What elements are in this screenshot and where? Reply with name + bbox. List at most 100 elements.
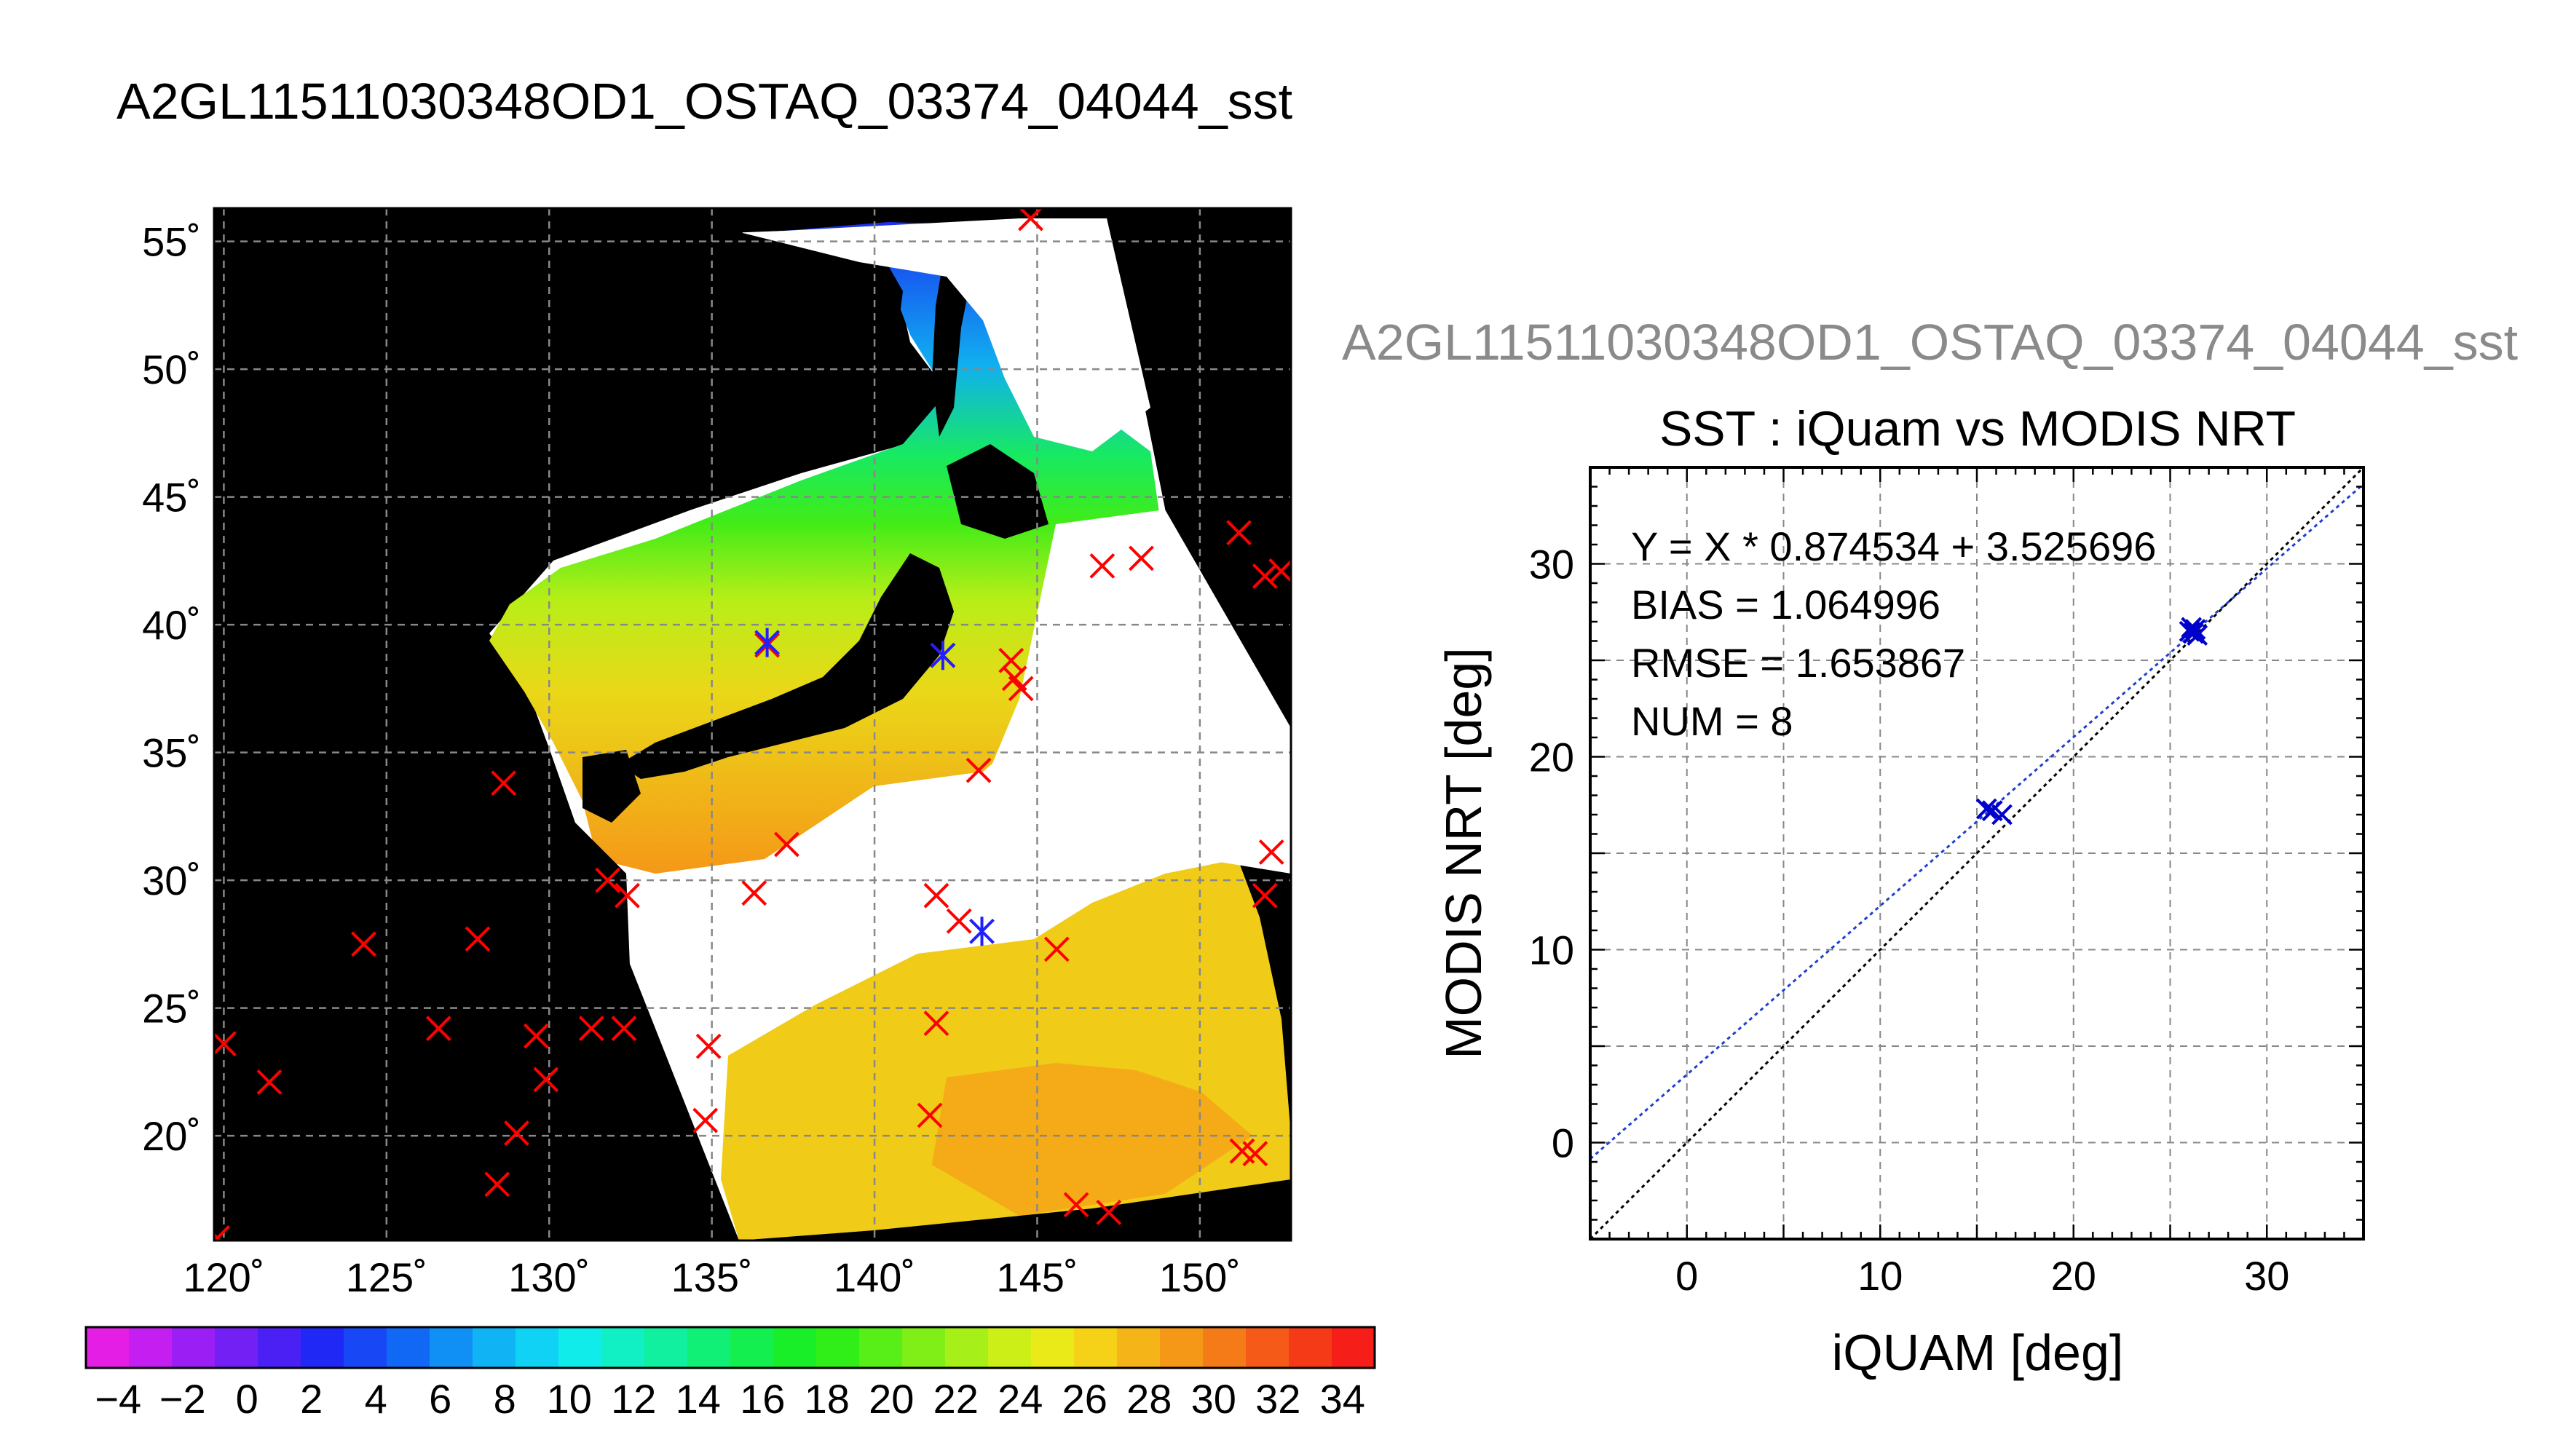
scatter-x-tick-label: 30: [2244, 1253, 2289, 1299]
map-marker-red: [946, 908, 972, 934]
map-marker-red: [1008, 676, 1034, 702]
map-marker-red: [351, 931, 376, 957]
map-marker-red: [1089, 553, 1115, 579]
map-marker-red: [1226, 520, 1252, 546]
map-marker-red: [595, 867, 621, 893]
map-marker-red: [917, 1102, 943, 1128]
scatter-y-axis-label: MODIS NRT [deg]: [1435, 647, 1492, 1059]
scatter-y-tick-label: 30: [1529, 542, 1574, 587]
map-lat-label: 40˚: [142, 602, 201, 648]
colorbar-tick-label: 22: [933, 1376, 979, 1422]
map-lon-label: 140˚: [834, 1254, 915, 1300]
colorbar-segment: [902, 1327, 946, 1368]
colorbar-segment: [1074, 1327, 1118, 1368]
colorbar-segment: [816, 1327, 860, 1368]
map-markers: [214, 208, 1291, 1241]
colorbar-segment: [773, 1327, 817, 1368]
colorbar-tick-label: 16: [740, 1376, 785, 1422]
colorbar-segment: [1031, 1327, 1075, 1368]
colorbar-tick-label: −2: [159, 1376, 206, 1422]
map-marker-red: [611, 1016, 637, 1042]
colorbar-segment: [344, 1327, 387, 1368]
colorbar-segment: [601, 1327, 645, 1368]
scatter-x-tick-label: 20: [2051, 1253, 2096, 1299]
map-lon-label: 145˚: [996, 1254, 1078, 1300]
colorbar-segment: [172, 1327, 216, 1368]
colorbar-segment: [258, 1327, 301, 1368]
page-title: A2GL11511030348OD1_OSTAQ_03374_04044_sst: [117, 73, 1292, 130]
identity-line: [1590, 467, 2364, 1239]
map-lon-label: 125˚: [346, 1254, 427, 1300]
colorbar-segment: [687, 1327, 731, 1368]
sst-colorbar: −4 −2 0 2 4 6 8 10 12 14 16 18 20 22 24 26 28 30 32 34: [84, 1326, 1376, 1422]
map-marker-red: [1063, 1192, 1089, 1218]
sst-field-south-warm: [932, 1063, 1252, 1216]
colorbar-segment: [988, 1327, 1032, 1368]
map-marker-red: [774, 831, 799, 858]
map-gridlines: [214, 208, 1291, 1241]
colorbar-segment: [387, 1327, 430, 1368]
colorbar-segment: [215, 1327, 258, 1368]
map-lat-label: 55˚: [142, 219, 201, 265]
map-longitude-labels: 120˚ 125˚ 130˚ 135˚ 140˚ 145˚ 150˚: [183, 1254, 1241, 1300]
sst-map: 55˚ 50˚ 45˚ 40˚ 35˚ 30˚ 25˚ 20˚ 120˚ 125˚ 130˚ 135…: [142, 207, 1292, 1300]
colorbar-segment: [86, 1327, 130, 1368]
scatter-x-tick-label: 10: [1857, 1253, 1903, 1299]
colorbar-tick-label: 2: [300, 1376, 323, 1422]
scatter-y-tick-label: 20: [1529, 735, 1574, 780]
landmass-japan-honshu: [619, 553, 954, 779]
regression-line: [1590, 483, 2364, 1160]
colorbar-segment: [644, 1327, 688, 1368]
annotation-bias: BIAS = 1.064996: [1631, 582, 1940, 628]
colorbar-tick-label: 20: [869, 1376, 914, 1422]
map-lon-label: 120˚: [183, 1254, 264, 1300]
colorbar-segment: [430, 1327, 473, 1368]
map-marker-red: [1096, 1199, 1122, 1225]
colorbar-tick-label: 28: [1126, 1376, 1172, 1422]
scatter-point: [1991, 804, 2013, 826]
colorbar-segment: [558, 1327, 602, 1368]
cloud-cover-north: [743, 218, 1150, 451]
map-marker-red: [1242, 1141, 1268, 1167]
map-marker-blue: [930, 641, 956, 670]
map-marker-red: [1252, 563, 1278, 589]
colorbar-segment: [1203, 1327, 1247, 1368]
map-lat-label: 25˚: [142, 986, 201, 1032]
map-marker-red: [695, 1033, 722, 1059]
cloud-cover-east: [983, 510, 1291, 874]
map-lat-label: 50˚: [142, 347, 201, 392]
map-marker-red: [923, 1010, 949, 1037]
map-marker-red: [923, 882, 949, 909]
map-marker-red: [465, 926, 491, 952]
colorbar-tick-label: 6: [429, 1376, 451, 1422]
map-marker-red: [425, 1016, 451, 1042]
colorbar-segment: [473, 1327, 516, 1368]
map-marker-red: [256, 1069, 283, 1095]
colorbar-tick-label: 24: [998, 1376, 1043, 1422]
map-marker-red: [578, 1016, 604, 1042]
scatter-points: [1975, 617, 2208, 826]
colorbar-segment: [1332, 1327, 1375, 1368]
colorbar-tick-label: −4: [95, 1376, 141, 1422]
colorbar-segment: [301, 1327, 344, 1368]
scatter-point: [1975, 798, 1997, 820]
map-lat-label: 30˚: [142, 858, 201, 903]
map-marker-red: [533, 1067, 559, 1093]
map-marker-red: [965, 757, 992, 783]
map-marker-red: [1129, 545, 1154, 571]
scatter-ticks: 0 10 20 30 0 10 20 30: [1529, 466, 2365, 1299]
colorbar-tick-label: 34: [1320, 1376, 1365, 1422]
colorbar-frame: [84, 1326, 1376, 1369]
annotation-num: NUM = 8: [1631, 698, 1793, 744]
map-lat-label: 35˚: [142, 730, 201, 776]
map-marker-blue: [754, 628, 781, 657]
colorbar-tick-label: 18: [805, 1376, 850, 1422]
colorbar-segment: [1289, 1327, 1332, 1368]
colorbar-segment: [1117, 1327, 1161, 1368]
colorbar-segment: [945, 1327, 989, 1368]
map-marker-red: [523, 1023, 549, 1049]
scatter-point: [2187, 625, 2208, 646]
colorbar-segment: [129, 1327, 173, 1368]
map-marker-red: [1268, 558, 1291, 584]
colorbar-tick-label: 14: [676, 1376, 721, 1422]
